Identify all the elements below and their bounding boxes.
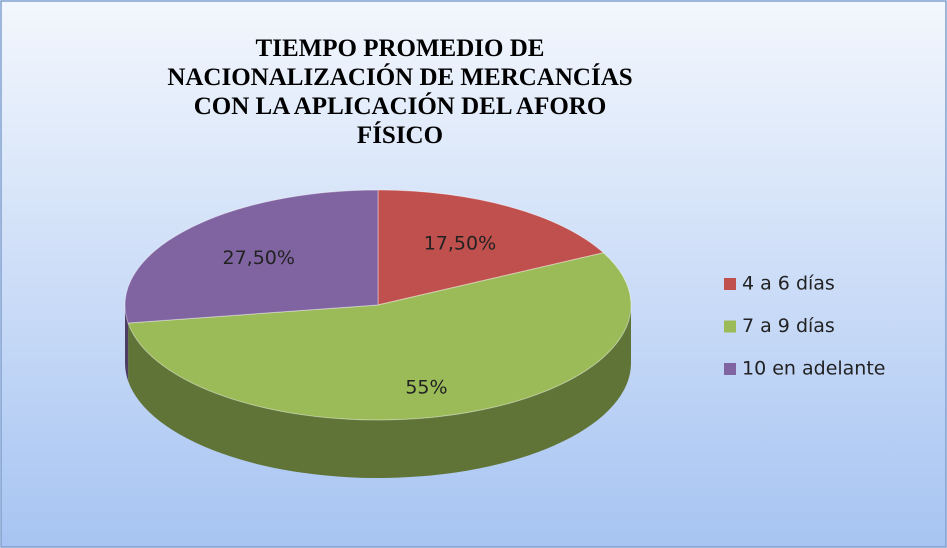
legend-label: 7 a 9 días bbox=[742, 315, 835, 337]
legend-label: 4 a 6 días bbox=[742, 273, 835, 295]
slice bbox=[127, 252, 632, 421]
chart-title: TIEMPO PROMEDIO DE NACIONALIZACIÓN DE ME… bbox=[167, 35, 633, 149]
legend-swatch bbox=[724, 363, 736, 375]
pie bbox=[124, 189, 632, 479]
data-label: 55% bbox=[405, 376, 447, 398]
data-label: 27,50% bbox=[222, 247, 294, 269]
slice-side bbox=[125, 305, 129, 381]
slice bbox=[377, 189, 605, 306]
legend-swatch bbox=[724, 278, 736, 290]
legend-label: 10 en adelante bbox=[742, 358, 885, 380]
slice-side bbox=[128, 305, 631, 479]
data-label: 17,50% bbox=[424, 233, 496, 255]
legend-swatch bbox=[724, 320, 736, 333]
slice bbox=[124, 189, 379, 324]
